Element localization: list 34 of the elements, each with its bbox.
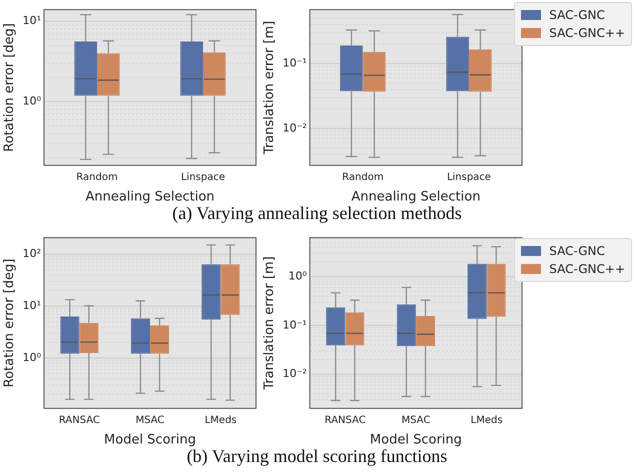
x-tick-label: MSAC (136, 414, 164, 426)
y-tick-label: 10¹ (22, 14, 42, 28)
legend-label: SAC-GNC++ (549, 262, 625, 276)
legend-label: SAC-GNC (549, 8, 605, 22)
y-axis-title: Translation error [m] (262, 256, 278, 391)
legend-label: SAC-GNC++ (549, 26, 625, 40)
y-tick-label: 10⁻¹ (282, 318, 307, 332)
y-tick-label: 10⁻¹ (282, 56, 307, 70)
x-axis-title: Model Scoring (370, 432, 462, 448)
y-tick-label: 10⁻² (282, 367, 307, 380)
y-tick-label: 10¹ (22, 298, 42, 312)
x-tick-label: Linspace (446, 172, 491, 183)
x-tick-label: Random (76, 172, 118, 183)
x-axis-title: Annealing Selection (351, 190, 480, 205)
x-tick-label: LMeds (470, 414, 503, 426)
x-tick-label: LMeds (204, 414, 237, 426)
x-tick-label: RANSAC (324, 414, 366, 426)
y-tick-label: 10² (22, 247, 42, 260)
y-tick-label: 10⁻² (282, 121, 307, 134)
y-tick-label: 10⁰ (288, 269, 308, 282)
x-tick-label: Random (342, 172, 384, 183)
y-axis-title: Rotation error [deg] (2, 258, 18, 388)
y-axis-title: Translation error [m] (262, 20, 278, 156)
legend-label: SAC-GNC (549, 244, 605, 258)
x-tick-label: RANSAC (58, 414, 100, 426)
x-axis-title: Model Scoring (104, 432, 196, 448)
x-axis-title: Annealing Selection (85, 190, 215, 205)
y-tick-label: 10⁰ (22, 350, 42, 364)
text: (b) Varying model scoring functions (186, 446, 448, 467)
x-tick-label: Linspace (180, 172, 226, 183)
y-tick-label: 10⁰ (22, 94, 42, 108)
text: (a) Varying annealing selection methods (171, 203, 463, 224)
y-axis-title: Rotation error [deg] (2, 23, 18, 152)
x-tick-label: MSAC (402, 414, 430, 426)
